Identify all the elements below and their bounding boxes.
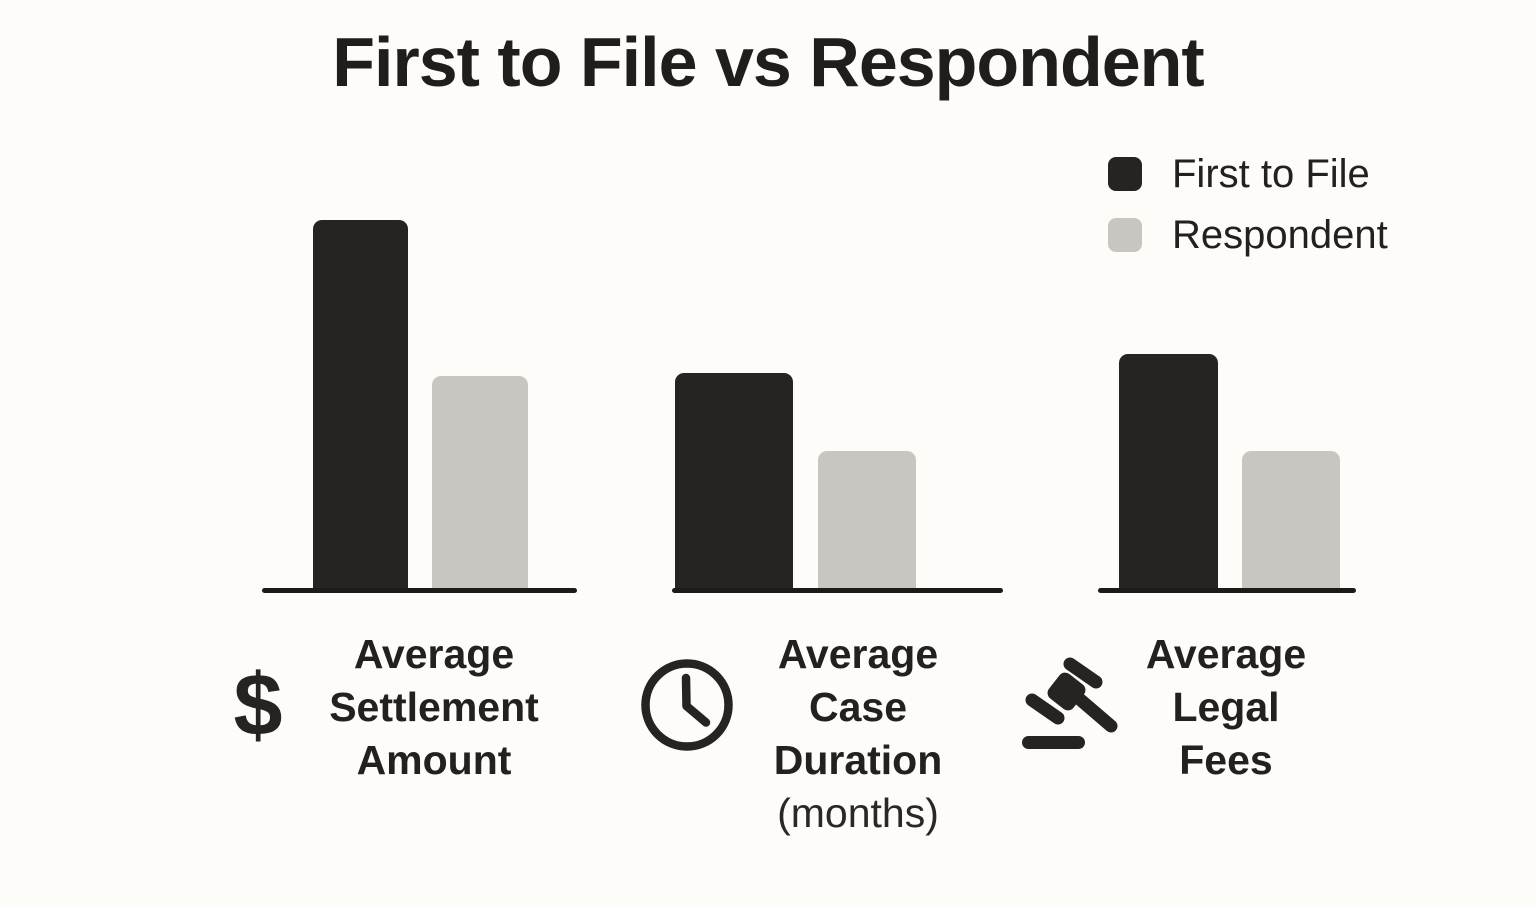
bar-settlement-first-to-file (313, 220, 408, 592)
bar-duration-respondent (818, 450, 916, 592)
legend-item-respondent: Respondent (1108, 213, 1388, 257)
legend-item-first-to-file: First to File (1108, 152, 1388, 196)
legend-swatch-first-to-file (1108, 157, 1142, 191)
axis-line-fees (1098, 588, 1356, 593)
dollar-icon: $ (233, 655, 283, 754)
category-label-line: Duration (773, 737, 943, 783)
category-label-line: Legal (1172, 684, 1280, 730)
bar-fees-respondent (1242, 450, 1340, 592)
category-label-line: Case (808, 684, 907, 730)
category-label-line: Fees (1179, 737, 1273, 783)
clock-icon (641, 659, 733, 751)
bar-settlement-respondent (432, 376, 528, 592)
category-label-settlement: Average Settlement Amount (274, 628, 594, 787)
axis-line-settlement (262, 588, 577, 593)
category-label-duration: Average Case Duration (months) (698, 628, 1018, 840)
legend-label-respondent: Respondent (1172, 212, 1388, 257)
legend-swatch-respondent (1108, 218, 1142, 252)
legend-label-first-to-file: First to File (1172, 151, 1370, 196)
gavel-icon (1022, 657, 1118, 749)
category-label-line: Settlement (329, 684, 539, 730)
category-label-line: Amount (356, 737, 512, 783)
category-label-fees: Average Legal Fees (1066, 628, 1386, 787)
bar-fees-first-to-file (1119, 353, 1218, 592)
chart-title: First to File vs Respondent (332, 23, 1204, 101)
axis-line-duration (672, 588, 1003, 593)
category-label-line: Average (1145, 631, 1307, 677)
category-label-line: Average (353, 631, 515, 677)
category-sublabel: (months) (777, 790, 939, 836)
category-label-line: Average (777, 631, 939, 677)
legend: First to File Respondent (1108, 152, 1388, 257)
bar-duration-first-to-file (675, 372, 793, 592)
